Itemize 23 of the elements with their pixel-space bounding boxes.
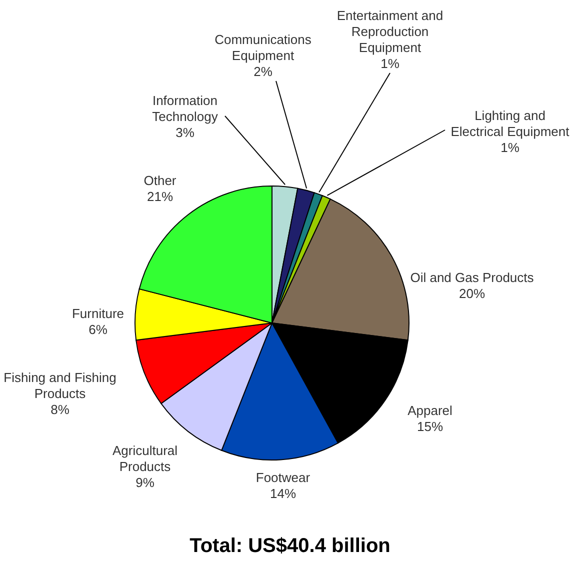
data-label: 3% — [176, 125, 195, 140]
slice-label: Other — [144, 173, 177, 188]
data-label: 9% — [136, 475, 155, 490]
slice-label: Furniture — [72, 306, 124, 321]
slice-label: Communications Equipment — [214, 32, 312, 63]
data-label: 1% — [500, 140, 520, 155]
slice-label: Footwear — [256, 470, 311, 485]
data-label: 6% — [88, 322, 108, 337]
data-label: 15% — [416, 419, 444, 434]
slice-label: Entertainment and Reproduction Equipment — [336, 8, 444, 55]
data-label: 21% — [146, 189, 174, 204]
slice-label: Lighting and Electrical Equipment — [450, 108, 570, 139]
slice-label: Information Technology — [152, 93, 218, 124]
data-label: 1% — [380, 56, 400, 71]
slice-label: Agricultural Products — [112, 443, 178, 474]
text: Total: US$40.4 billion — [190, 535, 390, 557]
data-label: 2% — [254, 64, 273, 79]
slice-label: Oil and Gas Products — [410, 270, 534, 285]
data-label: 8% — [50, 402, 70, 417]
slice-label: Apparel — [408, 403, 453, 418]
data-label: 20% — [458, 286, 486, 301]
data-label: 14% — [270, 486, 296, 501]
slice-label: Fishing and Fishing Products — [4, 370, 116, 401]
